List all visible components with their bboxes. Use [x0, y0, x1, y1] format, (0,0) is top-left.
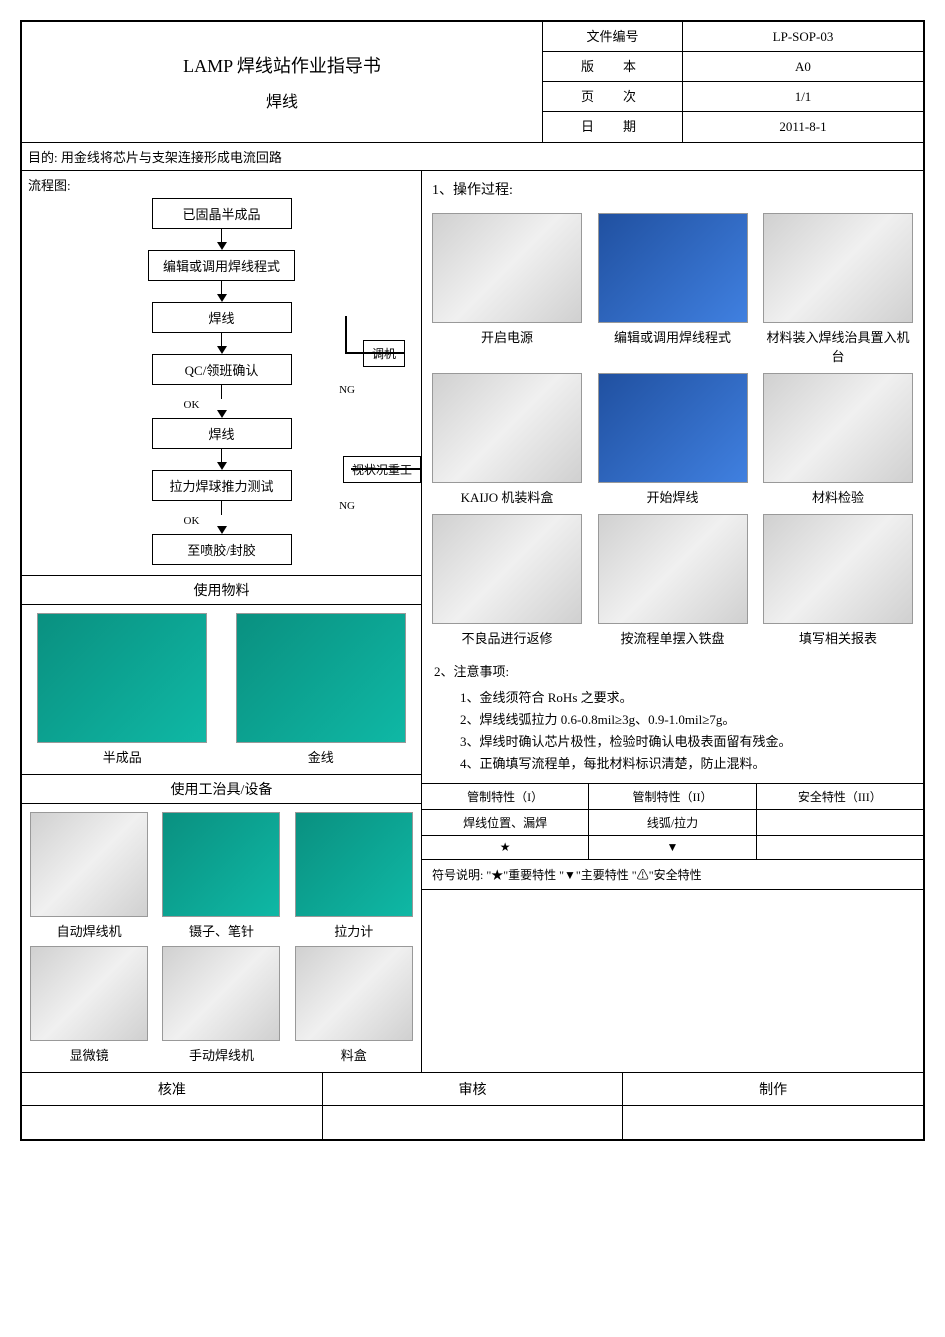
step-caption: 不良品进行返修: [461, 628, 552, 647]
symbol-legend: 符号说明: "★"重要特性 "▼"主要特性 "⚠"安全特性: [422, 860, 923, 890]
ctrl-symbol: ▼: [589, 836, 756, 860]
step-image: [598, 514, 748, 624]
ctrl-header: 管制特性（I）: [422, 784, 589, 810]
operation-header: 1、操作过程:: [422, 171, 923, 207]
note-item: 2、焊线线弧拉力 0.6-0.8mil≥3g、0.9-1.0mil≥7g。: [460, 709, 911, 731]
ctrl-symbol: ★: [422, 836, 589, 860]
meta-value: 2011-8-1: [683, 112, 923, 142]
step-caption: 编辑或调用焊线程式: [614, 327, 731, 346]
tool-caption: 显微镜: [70, 1045, 109, 1064]
note-item: 3、焊线时确认芯片极性，检验时确认电极表面留有残金。: [460, 731, 911, 753]
right-column: 1、操作过程: 开启电源 编辑或调用焊线程式 材料装入焊线治具置入机台 KAIJ…: [422, 171, 923, 1072]
control-table: 管制特性（I） 管制特性（II） 安全特性（III） 焊线位置、漏焊 线弧/拉力…: [422, 783, 923, 860]
tool-image: [30, 812, 148, 917]
step-image: [763, 373, 913, 483]
note-item: 4、正确填写流程单，每批材料标识清楚，防止混料。: [460, 753, 911, 775]
operation-grid: 开启电源 编辑或调用焊线程式 材料装入焊线治具置入机台 KAIJO 机装料盒 开…: [422, 207, 923, 653]
step-image: [598, 373, 748, 483]
flow-node: 拉力焊球推力测试: [152, 470, 292, 501]
title-sub: 焊线: [266, 88, 298, 112]
notes-header: 2、注意事项:: [434, 661, 911, 683]
material-image: [37, 613, 207, 743]
tool-caption: 料盒: [341, 1045, 367, 1064]
tool-image: [295, 946, 413, 1041]
step-caption: 材料检验: [812, 487, 864, 506]
meta-label: 版 本: [543, 52, 683, 81]
footer-label: 核准: [22, 1073, 323, 1105]
step-caption: 按流程单摆入铁盘: [620, 628, 724, 647]
flow-node: 至喷胶/封胶: [152, 534, 292, 565]
tool-image: [295, 812, 413, 917]
flow-node: 焊线: [152, 418, 292, 449]
left-column: 流程图: 已固晶半成品 编辑或调用焊线程式 焊线 调机: [22, 171, 422, 1072]
step-image: [432, 514, 582, 624]
step-caption: 填写相关报表: [799, 628, 877, 647]
ng-label: NG: [339, 500, 355, 512]
material-image: [236, 613, 406, 743]
flow-node: 已固晶半成品: [152, 198, 292, 229]
notes-section: 2、注意事项: 1、金线须符合 RoHs 之要求。 2、焊线线弧拉力 0.6-0…: [422, 653, 923, 783]
tool-image: [162, 812, 280, 917]
flow-label: 流程图:: [28, 175, 415, 194]
main-split: 流程图: 已固晶半成品 编辑或调用焊线程式 焊线 调机: [22, 171, 923, 1072]
materials-header: 使用物料: [22, 576, 421, 605]
ok-label: OK: [184, 399, 200, 411]
tool-image: [162, 946, 280, 1041]
tool-caption: 手动焊线机: [189, 1045, 254, 1064]
footer-row: 核准 审核 制作: [22, 1072, 923, 1105]
ng-label: NG: [339, 384, 355, 396]
meta-label: 日 期: [543, 112, 683, 142]
purpose-text: 用金线将芯片与支架连接形成电流回路: [61, 150, 282, 165]
meta-value: A0: [683, 52, 923, 81]
title-main: LAMP 焊线站作业指导书: [183, 52, 381, 78]
ctrl-header: 安全特性（III）: [757, 784, 923, 810]
tool-caption: 镊子、笔针: [189, 921, 254, 940]
header: LAMP 焊线站作业指导书 焊线 文件编号LP-SOP-03 版 本A0 页 次…: [22, 22, 923, 143]
meta-value: 1/1: [683, 82, 923, 111]
step-image: [763, 213, 913, 323]
step-image: [432, 213, 582, 323]
ctrl-cell: 线弧/拉力: [589, 810, 756, 836]
material-caption: 金线: [308, 747, 334, 766]
document-frame: LAMP 焊线站作业指导书 焊线 文件编号LP-SOP-03 版 本A0 页 次…: [20, 20, 925, 1141]
tools-header: 使用工治具/设备: [22, 775, 421, 804]
ctrl-header: 管制特性（II）: [589, 784, 756, 810]
step-caption: KAIJO 机装料盒: [461, 487, 554, 506]
tool-caption: 自动焊线机: [57, 921, 122, 940]
materials-grid: 半成品 金线: [22, 605, 421, 775]
flowchart-section: 流程图: 已固晶半成品 编辑或调用焊线程式 焊线 调机: [22, 171, 421, 576]
ctrl-symbol: [757, 836, 923, 860]
title-cell: LAMP 焊线站作业指导书 焊线: [22, 22, 543, 142]
flow-node: 焊线: [152, 302, 292, 333]
step-caption: 开始焊线: [646, 487, 698, 506]
meta-label: 页 次: [543, 82, 683, 111]
step-caption: 开启电源: [481, 327, 533, 346]
step-caption: 材料装入焊线治具置入机台: [763, 327, 913, 365]
ctrl-cell: 焊线位置、漏焊: [422, 810, 589, 836]
purpose-label: 目的:: [28, 150, 58, 165]
tools-grid: 自动焊线机 镊子、笔针 拉力计 显微镜 手动焊线机 料盒: [22, 804, 421, 1072]
ctrl-cell: [757, 810, 923, 836]
footer-label: 制作: [623, 1073, 923, 1105]
tool-caption: 拉力计: [334, 921, 373, 940]
meta-value: LP-SOP-03: [683, 22, 923, 51]
ok-label: OK: [184, 515, 200, 527]
tool-image: [30, 946, 148, 1041]
note-item: 1、金线须符合 RoHs 之要求。: [460, 687, 911, 709]
footer-label: 审核: [323, 1073, 624, 1105]
meta-label: 文件编号: [543, 22, 683, 51]
flow-node: 编辑或调用焊线程式: [148, 250, 295, 281]
step-image: [763, 514, 913, 624]
flowchart: 已固晶半成品 编辑或调用焊线程式 焊线 调机 QC/领班确认 NG: [28, 198, 415, 565]
purpose-row: 目的: 用金线将芯片与支架连接形成电流回路: [22, 143, 923, 171]
step-image: [432, 373, 582, 483]
footer-blank: [22, 1105, 923, 1139]
material-caption: 半成品: [103, 747, 142, 766]
step-image: [598, 213, 748, 323]
flow-node: QC/领班确认: [152, 354, 292, 385]
meta-table: 文件编号LP-SOP-03 版 本A0 页 次1/1 日 期2011-8-1: [543, 22, 923, 142]
